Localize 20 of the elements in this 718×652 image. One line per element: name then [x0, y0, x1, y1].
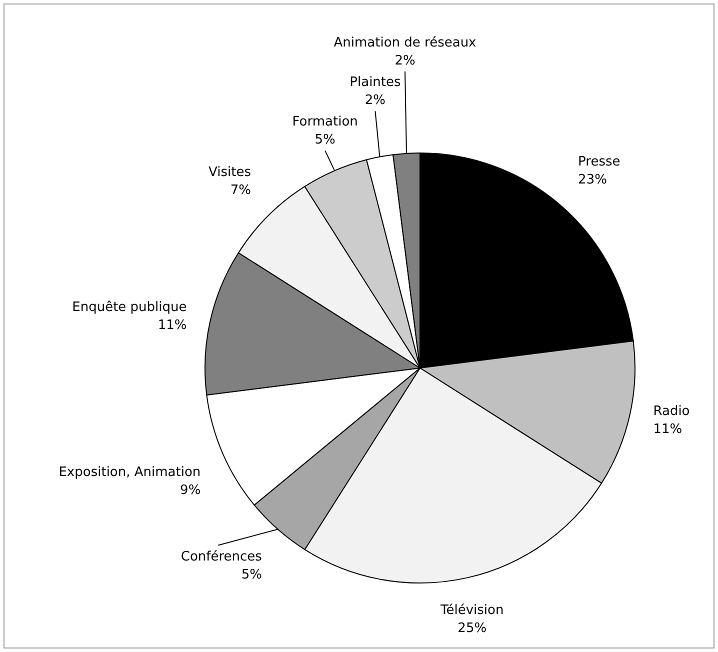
slice-label: Presse	[578, 154, 620, 170]
slice-label: Plaintes	[350, 75, 402, 90]
slice-label: Animation de réseaux	[334, 35, 477, 50]
data-label: 9%	[180, 482, 201, 498]
data-label: 2%	[394, 53, 416, 68]
data-label: 23%	[578, 172, 607, 188]
slice-label: Formation	[292, 114, 358, 130]
data-label: 11%	[158, 318, 187, 333]
slice-label: Enquête publique	[72, 300, 187, 315]
data-label: 2%	[364, 93, 386, 108]
data-label: 25%	[458, 621, 487, 636]
slice-label: Visites	[208, 165, 252, 180]
data-label: 11%	[653, 422, 682, 438]
slice-label: Exposition, Animation	[58, 464, 201, 480]
slice-label: Radio	[653, 404, 690, 420]
slice-label: Télévision	[440, 603, 504, 618]
data-label: 7%	[230, 183, 251, 198]
data-label: 5%	[241, 567, 262, 582]
slice-label: Conférences	[180, 549, 262, 564]
data-label: 5%	[314, 132, 336, 148]
